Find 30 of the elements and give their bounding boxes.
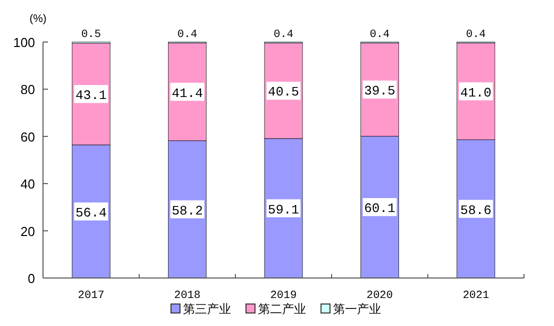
y-tick-label: 40 <box>20 176 35 192</box>
legend-label: 第二产业 <box>258 302 306 316</box>
text: 58.2 <box>172 203 203 218</box>
y-tick-label: 0 <box>28 271 35 286</box>
text: 58.6 <box>460 202 492 218</box>
text: 40.5 <box>268 84 300 100</box>
legend-label: 第一产业 <box>333 302 381 316</box>
x-tick-label: 2019 <box>270 290 297 302</box>
x-tick-label: 2018 <box>174 290 201 302</box>
x-tick-label: 2021 <box>462 290 490 302</box>
text: 56.4 <box>75 205 107 220</box>
text: 41.0 <box>460 85 492 100</box>
text: 43.1 <box>75 88 107 104</box>
text: 0.4 <box>177 29 198 41</box>
text: 0.4 <box>466 29 486 41</box>
text: 60.1 <box>364 201 396 216</box>
y-axis-title: (%) <box>29 13 47 25</box>
y-tick-label: 60 <box>20 129 35 144</box>
x-tick-label: 2020 <box>366 290 393 302</box>
text: 0.4 <box>274 29 294 41</box>
x-tick-label: 2017 <box>78 290 104 302</box>
text: 41.4 <box>172 86 203 101</box>
text: 59.1 <box>268 202 300 218</box>
text: 0.4 <box>370 29 390 41</box>
text: 0.5 <box>81 29 102 41</box>
text: 39.5 <box>364 84 396 99</box>
y-tick-label: 100 <box>13 35 35 50</box>
y-tick-label: 80 <box>20 82 35 98</box>
y-tick-label: 20 <box>20 224 35 239</box>
legend-label: 第三产业 <box>183 302 231 316</box>
